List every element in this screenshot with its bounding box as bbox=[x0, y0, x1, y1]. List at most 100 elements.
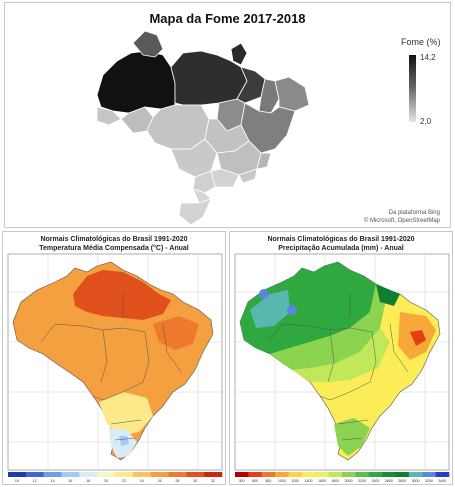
precipitation-scale-label: 400 bbox=[239, 479, 245, 483]
legend-title: Fome (%) bbox=[401, 37, 441, 47]
legend-color-bar bbox=[409, 55, 416, 122]
precipitation-light-green bbox=[292, 328, 390, 382]
hunger-map-panel: Mapa da Fome 2017-2018 bbox=[4, 2, 451, 228]
precipitation-scale-swatch bbox=[288, 472, 303, 477]
precipitation-map-panel: Normais Climatológicas do Brasil 1991-20… bbox=[229, 231, 453, 485]
temperature-scale-label: 32 bbox=[211, 479, 215, 483]
precipitation-scale-label: 2200 bbox=[358, 479, 366, 483]
precipitation-scale-swatch bbox=[382, 472, 396, 477]
precipitation-max-spot-1 bbox=[259, 289, 269, 299]
temperature-map-panel: Normais Climatológicas do Brasil 1991-20… bbox=[2, 231, 226, 485]
temperature-title-line1: Normais Climatológicas do Brasil 1991-20… bbox=[40, 236, 188, 243]
temperature-scale-label: 14 bbox=[51, 479, 55, 483]
precipitation-wet-amazon bbox=[240, 262, 376, 354]
state-mato-grosso-do-sul bbox=[170, 138, 218, 178]
legend-min-value: 2,0 bbox=[420, 117, 432, 126]
precipitation-map-graphic: 400 600 800 1000 1200 1400 1600 1800 2000 2200 240… bbox=[234, 253, 450, 483]
precipitation-scale-swatch bbox=[248, 472, 263, 477]
state-parana bbox=[192, 170, 216, 194]
precipitation-coastal-north bbox=[376, 284, 400, 306]
temperature-state-borders bbox=[40, 294, 182, 441]
precipitation-scale-label: 2800 bbox=[398, 479, 406, 483]
temperature-scale-swatch bbox=[97, 472, 116, 477]
temperature-scale-swatch bbox=[115, 472, 134, 477]
temperature-scale-label: 30 bbox=[193, 479, 197, 483]
state-northeast-coast bbox=[274, 76, 310, 112]
temperature-scale-swatch bbox=[43, 472, 62, 477]
precipitation-scale-swatch bbox=[301, 472, 316, 477]
precipitation-scale-swatch bbox=[328, 472, 343, 477]
precipitation-scale-label: 2400 bbox=[371, 479, 379, 483]
temperature-color-scale: 10 12 14 16 18 20 22 24 26 28 30 32 bbox=[8, 472, 223, 483]
precipitation-scale-swatch bbox=[235, 472, 249, 477]
temperature-scale-swatch bbox=[204, 472, 223, 477]
legend-max-value: 14,2 bbox=[420, 53, 436, 62]
state-acre bbox=[96, 106, 122, 126]
state-amazonas bbox=[96, 50, 176, 114]
precipitation-scale-label: 3400 bbox=[438, 479, 446, 483]
state-rio-de-janeiro bbox=[238, 168, 258, 184]
temperature-warm-zone bbox=[153, 316, 199, 350]
temperature-scale-label: 16 bbox=[68, 479, 72, 483]
temperature-scale-label: 10 bbox=[15, 479, 19, 483]
precipitation-state-borders bbox=[267, 294, 409, 441]
temperature-scale-swatch bbox=[25, 472, 44, 477]
precipitation-green-band bbox=[270, 284, 388, 370]
temperature-title-line2: Temperatura Média Compensada (°C) - Anua… bbox=[39, 245, 189, 252]
hunger-map-title: Mapa da Fome 2017-2018 bbox=[149, 11, 306, 26]
precipitation-scale-label: 800 bbox=[265, 479, 271, 483]
precipitation-scale-label: 1600 bbox=[318, 479, 326, 483]
temperature-scale-label: 18 bbox=[86, 479, 90, 483]
temperature-scale-label: 20 bbox=[104, 479, 108, 483]
precipitation-scale-label: 2600 bbox=[385, 479, 393, 483]
precipitation-scale-label: 1200 bbox=[291, 479, 299, 483]
temperature-map-title: Normais Climatológicas do Brasil 1991-20… bbox=[3, 235, 225, 253]
precipitation-scale-label: 1000 bbox=[278, 479, 286, 483]
temperature-scale-swatch bbox=[168, 472, 187, 477]
precipitation-very-wet-west bbox=[250, 290, 290, 328]
precipitation-map-title: Normais Climatológicas do Brasil 1991-20… bbox=[230, 235, 452, 253]
precipitation-scale-swatch bbox=[435, 472, 450, 477]
temperature-scale-label: 12 bbox=[33, 479, 37, 483]
precipitation-scale-swatch bbox=[368, 472, 383, 477]
precipitation-scale-label: 1400 bbox=[305, 479, 313, 483]
temperature-scale-swatch bbox=[8, 472, 27, 477]
temperature-scale-swatch bbox=[132, 472, 151, 477]
precipitation-scale-swatch bbox=[342, 472, 356, 477]
precipitation-scale-label: 1800 bbox=[331, 479, 339, 483]
state-rio-grande-do-sul bbox=[178, 198, 212, 226]
state-roraima bbox=[132, 30, 164, 58]
temperature-scale-swatch bbox=[61, 472, 80, 477]
temperature-scale-swatch bbox=[150, 472, 169, 477]
precipitation-south-green bbox=[334, 418, 370, 456]
temperature-cold-spot bbox=[119, 436, 129, 446]
precipitation-scale-swatch bbox=[355, 472, 370, 477]
precipitation-title-line1: Normais Climatológicas do Brasil 1991-20… bbox=[267, 236, 415, 243]
precipitation-scale-swatch bbox=[315, 472, 329, 477]
precipitation-scale-label: 600 bbox=[252, 479, 258, 483]
precipitation-color-scale: 400 600 800 1000 1200 1400 1600 1800 2000 2200 240… bbox=[235, 472, 450, 483]
hunger-map-choropleth bbox=[96, 30, 310, 226]
precipitation-scale-swatch bbox=[395, 472, 410, 477]
temperature-scale-label: 22 bbox=[122, 479, 126, 483]
precipitation-scale-label: 2000 bbox=[345, 479, 353, 483]
precipitation-max-spot-2 bbox=[287, 305, 297, 315]
map-credit-copyright: © Microsoft, OpenStreetMap bbox=[363, 218, 440, 224]
temperature-hot-zone bbox=[73, 270, 171, 320]
temperature-map-graphic: 10 12 14 16 18 20 22 24 26 28 30 32 bbox=[7, 253, 223, 483]
precipitation-driest-spot bbox=[410, 330, 426, 346]
state-espirito-santo bbox=[256, 152, 272, 170]
temperature-scale-swatch bbox=[79, 472, 98, 477]
temperature-scale-label: 26 bbox=[158, 479, 162, 483]
precipitation-scale-swatch bbox=[408, 472, 423, 477]
precipitation-scale-swatch bbox=[275, 472, 289, 477]
state-amapa bbox=[230, 42, 248, 66]
precipitation-scale-swatch bbox=[422, 472, 436, 477]
precipitation-scale-swatch bbox=[261, 472, 276, 477]
precipitation-scale-label: 3000 bbox=[412, 479, 420, 483]
temperature-scale-label: 28 bbox=[175, 479, 179, 483]
temperature-scale-swatch bbox=[186, 472, 205, 477]
precipitation-title-line2: Precipitação Acumulada (mm) - Anual bbox=[278, 245, 404, 252]
temperature-scale-label: 24 bbox=[140, 479, 144, 483]
precipitation-scale-label: 3200 bbox=[425, 479, 433, 483]
